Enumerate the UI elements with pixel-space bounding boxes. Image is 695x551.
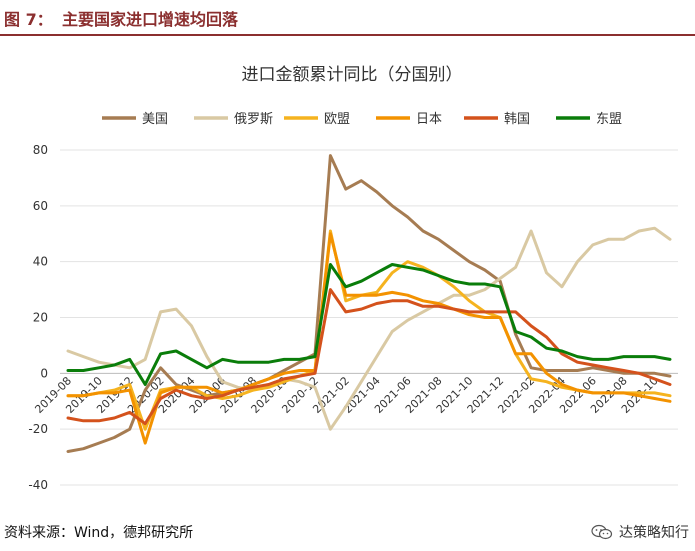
plot-area xyxy=(66,154,672,453)
legend-item: 欧盟 xyxy=(284,112,350,127)
figure-label: 图 7： xyxy=(4,10,53,29)
series-line-美国 xyxy=(66,154,672,453)
legend-label: 俄罗斯 xyxy=(234,112,273,127)
legend-item: 日本 xyxy=(376,112,442,127)
watermark-text: 达策略知行 xyxy=(619,525,689,541)
y-tick-label: 0 xyxy=(40,366,48,380)
figure-title: 主要国家进口增速均回落 xyxy=(62,10,239,29)
source-note: 资料来源：Wind，德邦研究所 xyxy=(4,525,194,541)
legend-label: 东盟 xyxy=(596,112,622,127)
header-rule xyxy=(0,34,695,36)
legend-item: 俄罗斯 xyxy=(194,112,273,127)
legend-label: 韩国 xyxy=(504,112,530,127)
series-line-俄罗斯 xyxy=(66,226,672,431)
series-line-东盟 xyxy=(66,263,672,386)
legend-label: 欧盟 xyxy=(324,112,350,127)
import-growth-chart: 进口金额累计同比（分国别） 美国 俄罗斯 欧盟 日本 韩国 东盟 -40 -20 0 20 40 6… xyxy=(28,65,678,492)
wechat-icon xyxy=(591,524,613,540)
y-tick-label: 40 xyxy=(33,255,48,269)
x-axis: 2019-082019-102019-122020-022020-042020-… xyxy=(32,374,660,416)
chart-legend: 美国 俄罗斯 欧盟 日本 韩国 东盟 xyxy=(102,112,622,127)
series-line-日本 xyxy=(66,232,672,445)
series-line-韩国 xyxy=(66,288,672,426)
legend-item: 美国 xyxy=(102,112,168,127)
y-tick-label: 20 xyxy=(33,311,48,325)
watermark: 达策略知行 xyxy=(591,522,689,542)
legend-label: 美国 xyxy=(142,112,168,127)
y-tick-label: 60 xyxy=(33,199,48,213)
legend-label: 日本 xyxy=(416,112,442,127)
chart-grid xyxy=(60,149,678,486)
figure-header: 图 7： 主要国家进口增速均回落 xyxy=(0,0,695,36)
y-tick-label: 80 xyxy=(33,143,48,157)
y-tick-label: -20 xyxy=(28,422,48,436)
legend-item: 东盟 xyxy=(556,112,622,127)
legend-item: 韩国 xyxy=(464,112,530,127)
chart-title: 进口金额累计同比（分国别） xyxy=(242,65,463,85)
y-axis: -40 -20 0 20 40 60 80 xyxy=(28,143,48,492)
y-tick-label: -40 xyxy=(28,478,48,492)
